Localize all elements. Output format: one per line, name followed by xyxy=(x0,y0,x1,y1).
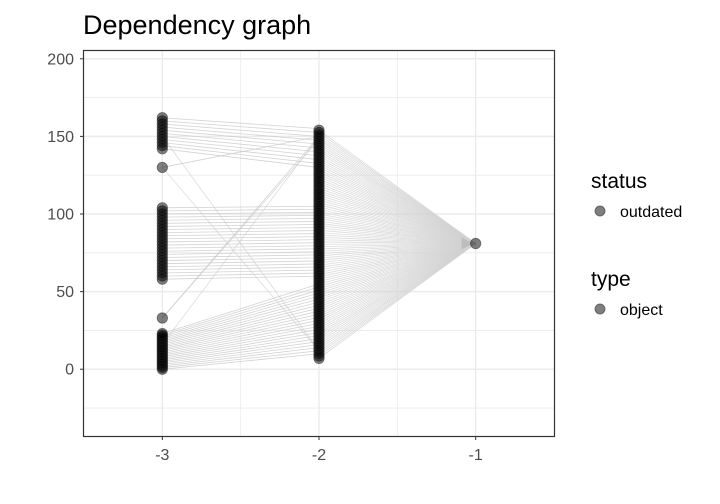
edge xyxy=(162,233,320,237)
edge xyxy=(162,129,320,145)
edge xyxy=(162,292,320,339)
y-axis: 0 50 100 150 200 xyxy=(47,51,84,379)
edge xyxy=(162,208,320,212)
node-point xyxy=(156,112,168,124)
edge xyxy=(162,123,320,137)
edge xyxy=(162,205,320,209)
edge xyxy=(162,211,320,215)
y-tick-label: 50 xyxy=(56,284,74,301)
edge xyxy=(162,224,320,227)
legend-label-object: object xyxy=(620,302,663,319)
edge xyxy=(162,332,320,359)
node-point xyxy=(313,124,325,136)
edge xyxy=(162,304,320,345)
legend-title-status: status xyxy=(591,170,647,193)
edge xyxy=(162,167,320,351)
edge xyxy=(162,266,320,271)
edge xyxy=(162,316,320,352)
edge xyxy=(162,347,320,367)
edge xyxy=(162,329,320,358)
edge xyxy=(162,298,320,342)
node-point xyxy=(156,312,168,324)
edge xyxy=(162,350,320,369)
edge xyxy=(162,341,320,364)
edge xyxy=(162,283,320,334)
edge xyxy=(162,248,320,252)
edge xyxy=(162,139,320,157)
edge-arrowhead xyxy=(461,237,473,250)
edge xyxy=(162,254,320,258)
edge xyxy=(162,295,320,341)
edge xyxy=(162,148,320,168)
edge xyxy=(162,221,320,224)
chart-title: Dependency graph xyxy=(83,10,311,40)
edge xyxy=(162,245,320,249)
edge xyxy=(162,272,320,277)
legend-title-type: type xyxy=(591,268,631,291)
edge xyxy=(162,344,320,365)
legend: status outdated type object xyxy=(591,170,682,319)
node-point xyxy=(156,202,168,214)
edge xyxy=(162,214,320,218)
edge xyxy=(162,289,320,338)
edge xyxy=(162,142,320,161)
edge xyxy=(162,145,320,164)
edge xyxy=(162,338,320,362)
edge xyxy=(162,322,320,355)
node-point xyxy=(156,327,168,340)
edges-layer xyxy=(162,117,476,370)
edge xyxy=(162,310,320,348)
legend-key-outdated xyxy=(594,205,606,217)
edge xyxy=(162,275,320,280)
edge xyxy=(162,269,320,274)
x-axis: -3 -2 -1 xyxy=(155,436,483,464)
edge xyxy=(162,136,320,345)
edge xyxy=(162,286,320,336)
edge xyxy=(162,353,320,370)
edge xyxy=(162,135,320,153)
node-point xyxy=(470,237,482,250)
node-point xyxy=(156,161,168,174)
y-tick-label: 150 xyxy=(47,129,74,146)
edge xyxy=(162,251,320,255)
edge xyxy=(162,132,320,149)
x-tick-label: -2 xyxy=(312,447,326,464)
legend-key-object xyxy=(594,303,606,315)
edge xyxy=(162,126,320,141)
edge xyxy=(162,263,320,268)
edge xyxy=(162,217,320,221)
y-tick-label: 200 xyxy=(47,51,74,68)
edge xyxy=(162,319,320,353)
edge xyxy=(162,117,320,130)
points-layer xyxy=(156,112,482,375)
y-tick-label: 0 xyxy=(65,362,74,379)
edge xyxy=(162,139,320,319)
edge xyxy=(318,129,476,244)
x-tick-label: -3 xyxy=(155,447,169,464)
y-tick-label: 100 xyxy=(47,207,74,224)
edge xyxy=(162,260,320,265)
edge xyxy=(162,236,320,240)
edge xyxy=(162,335,320,361)
edge xyxy=(162,120,320,133)
x-tick-label: -1 xyxy=(469,447,483,464)
edge xyxy=(162,325,320,356)
edge xyxy=(162,301,320,344)
edge xyxy=(162,230,320,234)
legend-label-outdated: outdated xyxy=(620,204,682,221)
edge xyxy=(162,136,320,351)
